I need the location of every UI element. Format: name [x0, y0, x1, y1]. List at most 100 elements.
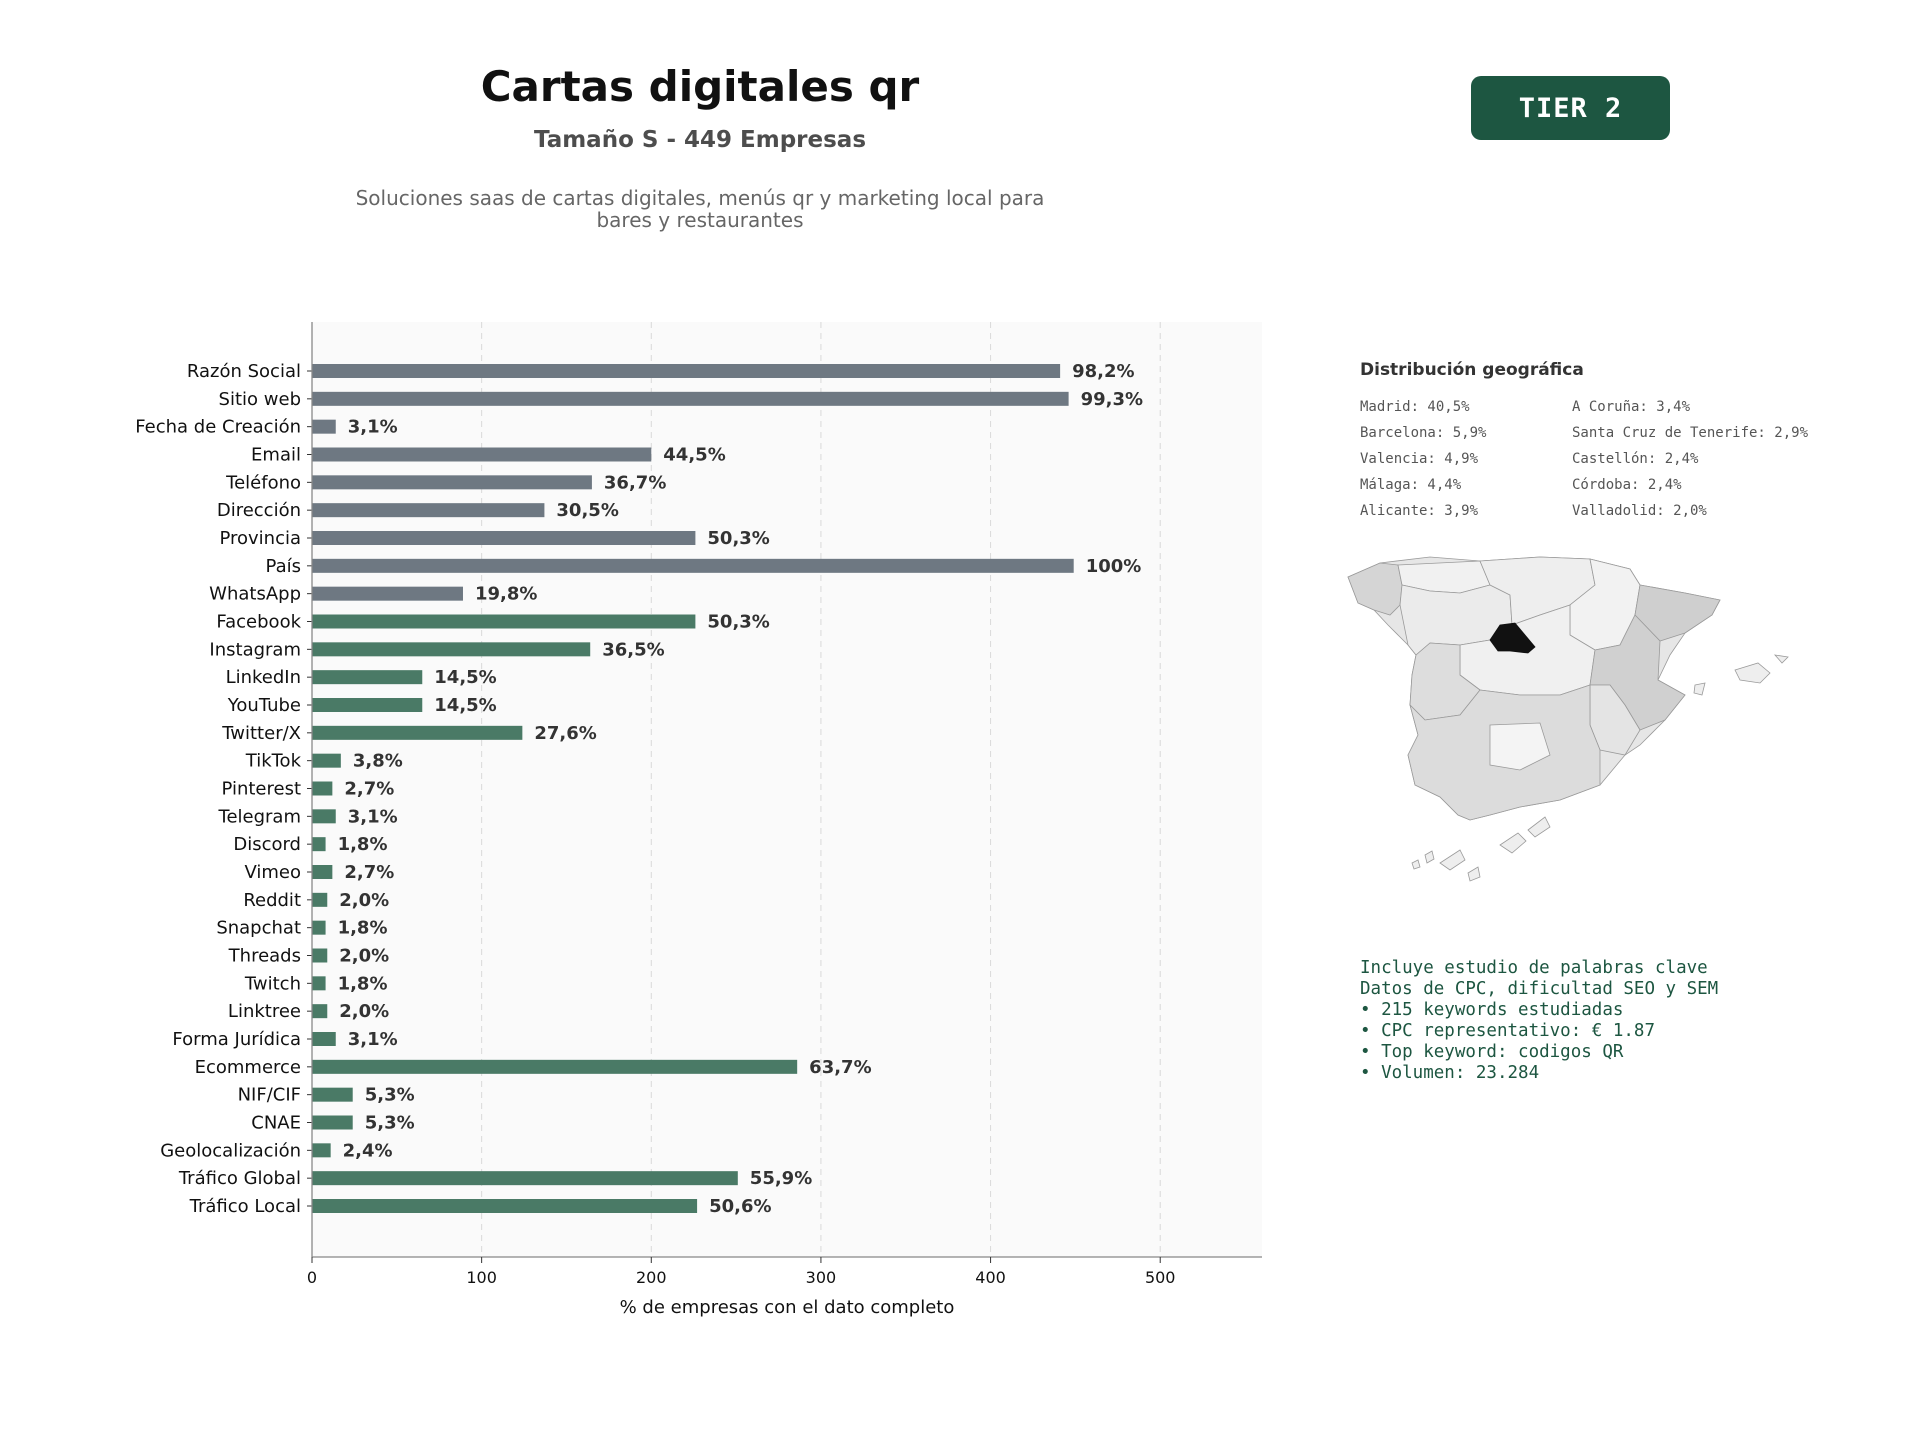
data-label: 1,8% [338, 834, 388, 855]
data-label: 50,3% [707, 612, 769, 633]
bar [312, 725, 523, 740]
bar [312, 1087, 353, 1102]
x-tick-label: 300 [806, 1268, 837, 1287]
bar [312, 558, 1074, 573]
map-island-menorca [1773, 654, 1789, 664]
data-label: 63,7% [809, 1057, 871, 1078]
x-tick-label: 200 [636, 1268, 667, 1287]
y-tick-label: Provincia [219, 528, 301, 549]
data-label: 2,4% [343, 1140, 393, 1161]
bar [312, 892, 328, 907]
y-tick-label: Geolocalización [160, 1140, 301, 1161]
bar [312, 1004, 328, 1019]
y-tick-label: Razón Social [187, 361, 301, 382]
bar [312, 475, 592, 490]
data-label: 100% [1086, 556, 1142, 577]
bar [312, 614, 696, 629]
bar [312, 670, 423, 685]
map-canary-e [1527, 816, 1551, 838]
bar [312, 1059, 798, 1074]
bar [312, 837, 326, 852]
data-label: 1,8% [338, 918, 388, 939]
bar [312, 586, 463, 601]
y-tick-label: YouTube [227, 695, 301, 716]
bar [312, 364, 1061, 378]
data-label: 3,1% [348, 1029, 398, 1050]
page-subtitle: Tamaño S - 449 Empresas [533, 127, 867, 153]
bar [312, 809, 336, 824]
y-tick-label: Reddit [243, 890, 301, 911]
geo-item: Castellón: 2,4% [1572, 451, 1699, 467]
geo-title: Distribución geográfica [1360, 360, 1584, 380]
data-label: 27,6% [534, 723, 596, 744]
y-tick-label: Twitch [244, 973, 301, 994]
spain-map [1347, 556, 1789, 882]
bar [312, 391, 1069, 406]
y-tick-label: Tráfico Local [189, 1196, 301, 1217]
geo-item: Valladolid: 2,0% [1572, 503, 1707, 519]
y-tick-label: Facebook [216, 612, 301, 633]
map-island-ibiza [1693, 682, 1706, 696]
data-label: 3,8% [353, 751, 403, 772]
tier-badge: TIER 2 [1471, 76, 1670, 140]
map-canary-d [1499, 832, 1527, 854]
y-tick-label: País [266, 556, 301, 577]
page-description: Soluciones saas de cartas digitales, men… [300, 187, 1100, 231]
y-tick-label: Twitter/X [221, 723, 301, 744]
y-tick-label: CNAE [251, 1113, 301, 1134]
y-tick-label: Snapchat [216, 918, 301, 939]
x-tick-label: 100 [466, 1268, 497, 1287]
data-label: 14,5% [434, 667, 496, 688]
x-tick-label: 500 [1145, 1268, 1176, 1287]
bar [312, 1115, 353, 1130]
y-tick-label: Tráfico Global [178, 1168, 301, 1189]
bar [312, 447, 652, 462]
data-label: 1,8% [338, 973, 388, 994]
bar [312, 1199, 698, 1213]
bar [312, 865, 333, 879]
bar [312, 503, 545, 518]
data-label: 5,3% [365, 1113, 415, 1134]
bar [312, 1032, 336, 1046]
keywords-line: • Top keyword: codigos QR [1360, 1042, 1624, 1062]
bar [312, 781, 333, 796]
map-canary-c [1467, 866, 1481, 882]
geo-item: Alicante: 3,9% [1360, 503, 1479, 519]
geo-item: A Coruña: 3,4% [1572, 399, 1691, 415]
geo-item: Córdoba: 2,4% [1572, 477, 1682, 493]
y-tick-label: Discord [233, 834, 301, 855]
data-label: 55,9% [750, 1168, 812, 1189]
y-tick-label: NIF/CIF [238, 1085, 301, 1106]
bar [312, 753, 341, 768]
map-region-cordoba [1489, 722, 1551, 771]
data-label: 30,5% [556, 500, 618, 521]
bar-chart: Razón Social 98,2% Sitio web 99,3% Fecha de … [135, 322, 1262, 1318]
data-label: 2,7% [344, 779, 394, 800]
data-label: 2,0% [339, 1001, 389, 1022]
data-label: 3,1% [348, 806, 398, 827]
keywords-line: • 215 keywords estudiadas [1360, 1000, 1624, 1020]
keywords-line: • CPC representativo: € 1.87 [1360, 1021, 1656, 1041]
y-tick-label: Instagram [209, 639, 301, 660]
bar [312, 976, 326, 991]
y-tick-label: Email [251, 445, 301, 466]
y-tick-label: LinkedIn [226, 667, 301, 688]
plot-area [312, 322, 1262, 1257]
keywords-line: Datos de CPC, dificultad SEO y SEM [1360, 979, 1719, 999]
data-label: 44,5% [663, 445, 725, 466]
y-tick-label: Pinterest [221, 779, 301, 800]
keywords-block: Incluye estudio de palabras clave Datos … [1360, 958, 1718, 1084]
geo-item: Málaga: 4,4% [1360, 477, 1462, 493]
map-canary-f [1411, 859, 1421, 870]
geo-item: Valencia: 4,9% [1360, 451, 1479, 467]
bar [312, 419, 336, 434]
data-label: 2,7% [344, 862, 394, 883]
keywords-line: • Volumen: 23.284 [1360, 1063, 1540, 1083]
y-tick-label: Teléfono [225, 472, 301, 493]
map-canary-b [1439, 849, 1466, 871]
bar [312, 948, 328, 963]
data-label: 50,6% [709, 1196, 771, 1217]
bar [312, 642, 591, 657]
map-island-mallorca [1734, 662, 1771, 684]
data-label: 14,5% [434, 695, 496, 716]
